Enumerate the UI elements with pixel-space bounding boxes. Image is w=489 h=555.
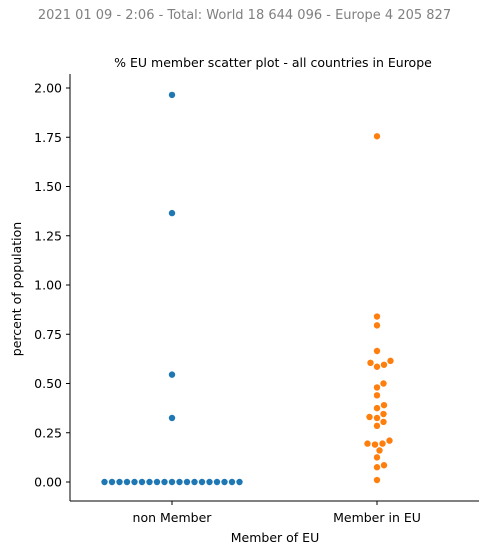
data-point [108,478,116,486]
data-point [373,384,381,391]
y-tick-label: 1.00 [34,278,62,293]
y-tick-label: 0.75 [34,327,62,342]
data-point [386,437,393,444]
data-point [364,440,371,447]
chart-supertitle: 2021 01 09 - 2:06 - Total: World 18 644 … [37,8,452,23]
data-point [198,478,206,486]
data-points [101,91,394,486]
data-point [168,414,176,422]
data-point [380,361,388,368]
data-point [373,363,381,370]
data-point [379,440,386,447]
data-point [373,322,381,329]
x-tick-label: Member in EU [333,510,421,525]
data-point [387,357,394,365]
data-point [146,478,153,486]
data-point [371,441,379,448]
data-point [380,401,388,409]
data-point [376,447,383,454]
data-point [373,404,381,412]
data-point [183,478,191,486]
data-point [373,347,381,355]
data-point [373,414,381,422]
y-axis-label: percent of population [9,222,24,356]
x-axis-label: Member of EU [231,530,319,545]
y-tick-label: 0.25 [34,425,62,440]
data-point [373,464,381,471]
data-point [168,478,176,486]
chart-title: % EU member scatter plot - all countries… [114,55,432,70]
y-tick-label: 0.50 [34,376,62,391]
data-point [206,478,213,486]
data-point [373,422,381,430]
data-point [123,478,131,486]
data-point [176,478,183,486]
data-point [373,476,381,484]
y-tick-label: 0.00 [34,475,62,490]
axes: 0.00 0.25 0.50 0.75 1.00 1.25 1.50 1.75 2.00 non … [34,74,479,525]
x-tick-label: non Member [133,510,213,525]
y-tick-label: 1.75 [34,130,62,145]
data-point [380,462,388,469]
data-point [236,478,243,486]
data-point [366,413,373,421]
data-point [116,478,123,486]
data-point [373,392,381,399]
data-point [168,209,176,217]
data-point [161,478,168,486]
data-point [213,478,221,486]
data-point [367,359,374,367]
data-point [373,454,381,461]
data-point [131,478,138,486]
data-point [168,371,176,378]
y-tick-label: 1.25 [34,228,62,243]
data-point [153,478,161,486]
data-point [380,380,387,387]
data-point [373,133,381,140]
data-point [380,418,387,426]
data-point [373,313,381,320]
data-point [191,478,198,486]
data-point [101,478,108,486]
y-tick-label: 1.50 [34,179,62,194]
data-point [221,478,228,486]
data-point [168,91,176,99]
data-point [380,410,387,418]
data-point [138,478,146,486]
data-point [228,478,236,486]
y-tick-label: 2.00 [34,81,62,96]
